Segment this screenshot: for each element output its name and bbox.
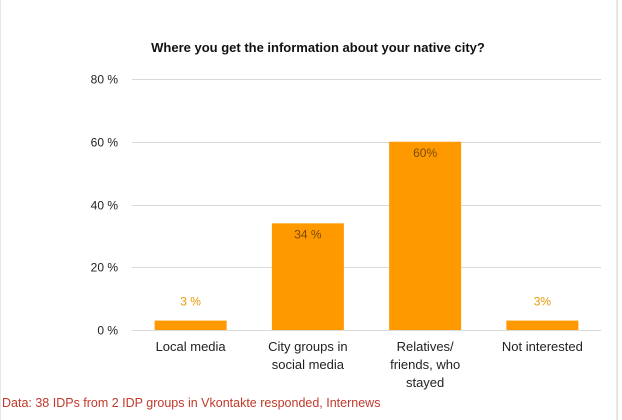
y-axis-ticks: 0 % 20 % 40 % 60 % 80 % xyxy=(91,73,119,338)
x-category-label: Local media xyxy=(156,339,227,354)
y-tick-label: 80 % xyxy=(91,73,119,87)
data-label: 3 % xyxy=(180,295,201,309)
data-label: 60% xyxy=(413,146,437,160)
x-axis-categories: Local media City groups in social media Rel… xyxy=(156,339,583,390)
x-category-label: Not interested xyxy=(502,339,583,354)
bar xyxy=(506,320,579,330)
y-tick-label: 20 % xyxy=(91,261,119,275)
y-tick-label: 40 % xyxy=(91,199,119,213)
y-tick-label: 0 % xyxy=(97,324,118,338)
y-tick-label: 60 % xyxy=(91,136,119,150)
chart-title: Where you get the information about your… xyxy=(151,40,485,55)
data-label: 34 % xyxy=(294,227,322,241)
x-category-label: City groups in social media xyxy=(268,339,347,372)
gridlines xyxy=(132,79,601,331)
bar xyxy=(154,320,227,330)
bars xyxy=(154,141,579,330)
bar xyxy=(271,223,344,330)
x-category-label: Relatives/friends, who stayed xyxy=(390,339,460,390)
data-labels: 3 % 34 % 60% 3% xyxy=(180,146,551,309)
bar xyxy=(389,141,462,330)
data-label: 3% xyxy=(534,295,552,309)
source-note: Data: 38 IDPs from 2 IDP groups in Vkont… xyxy=(2,396,381,410)
